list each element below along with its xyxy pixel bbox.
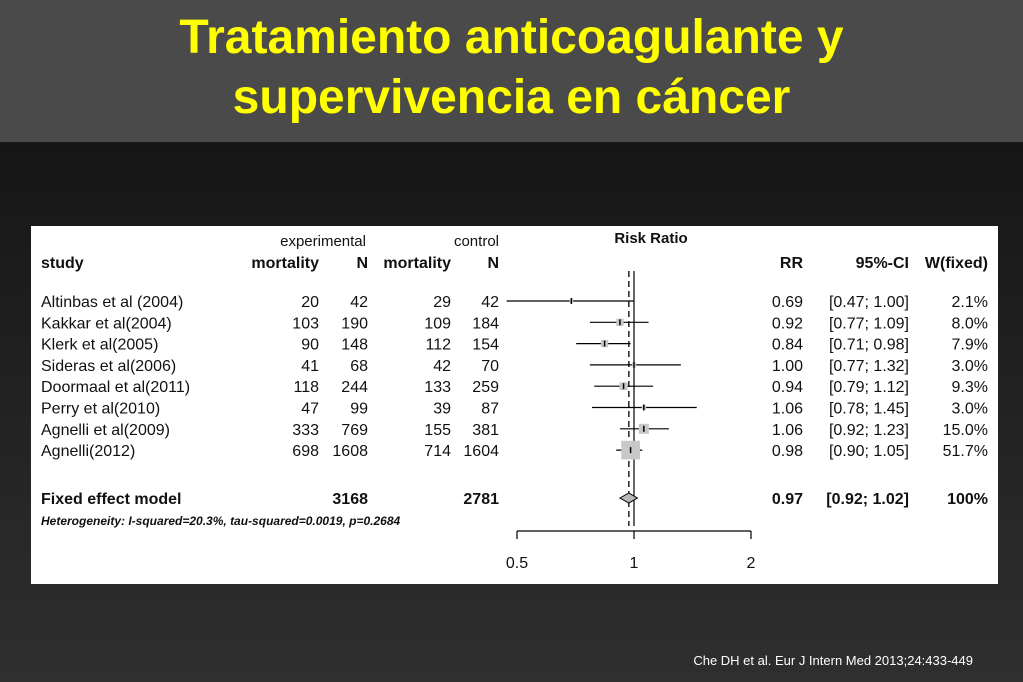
- exp-n-cell: 244: [341, 379, 368, 396]
- ci-cell: [0.47; 1.00]: [829, 294, 909, 311]
- x-axis-tick-label: 1: [630, 555, 639, 572]
- pooled-diamond: [618, 492, 639, 504]
- x-axis-tick-label: 2: [747, 555, 756, 572]
- exp-mortality-cell: 698: [292, 443, 319, 460]
- slide-title-line-1: Tratamiento anticoagulante y: [179, 11, 844, 64]
- ctrl-n-cell: 87: [481, 401, 499, 418]
- weight-cell: 8.0%: [952, 315, 988, 332]
- ci-cell: [0.77; 1.09]: [829, 315, 909, 332]
- ci-cell: [0.78; 1.45]: [829, 401, 909, 418]
- ctrl-mortality-cell: 133: [424, 379, 451, 396]
- citation: Che DH et al. Eur J Intern Med 2013;24:4…: [693, 653, 973, 668]
- rr-cell: 1.00: [772, 358, 803, 375]
- rr-cell: 0.69: [772, 294, 803, 311]
- heterogeneity-text: Heterogeneity: I-squared=20.3%, tau-squa…: [41, 514, 400, 528]
- ctrl-n-cell: 154: [472, 337, 499, 354]
- header-exp-n: N: [356, 255, 368, 272]
- weight-cell: 3.0%: [952, 358, 988, 375]
- ctrl-mortality-cell: 112: [425, 337, 451, 354]
- ctrl-n-cell: 381: [472, 422, 499, 439]
- ci-cell: [0.90; 1.05]: [829, 443, 909, 460]
- pooled-rr: 0.97: [772, 491, 803, 508]
- header-experimental: experimental: [280, 233, 366, 250]
- study-label: Agnelli(2012): [41, 443, 135, 460]
- exp-n-cell: 1608: [332, 443, 368, 460]
- study-label: Agnelli et al(2009): [41, 422, 170, 439]
- pooled-ci: [0.92; 1.02]: [826, 491, 909, 508]
- study-label: Klerk et al(2005): [41, 337, 158, 354]
- exp-mortality-cell: 90: [301, 337, 319, 354]
- ctrl-mortality-cell: 42: [433, 358, 451, 375]
- header-study: study: [41, 255, 84, 272]
- study-label: Perry et al(2010): [41, 401, 160, 418]
- study-label: Kakkar et al(2004): [41, 315, 172, 332]
- slide-title: Tratamiento anticoagulante y supervivenc…: [0, 8, 1023, 128]
- header-ctrl-n: N: [487, 255, 499, 272]
- exp-n-cell: 99: [350, 401, 368, 418]
- study-label: Altinbas et al (2004): [41, 294, 183, 311]
- study-label: Sideras et al(2006): [41, 358, 176, 375]
- weight-cell: 7.9%: [952, 337, 988, 354]
- pooled-exp-n: 3168: [332, 491, 368, 508]
- ctrl-n-cell: 259: [472, 379, 499, 396]
- ctrl-mortality-cell: 714: [424, 443, 451, 460]
- exp-mortality-cell: 333: [292, 422, 319, 439]
- ctrl-n-cell: 42: [481, 294, 499, 311]
- forest-plot-panel: experimental control Risk Ratio study mo…: [31, 226, 998, 584]
- ctrl-mortality-cell: 39: [433, 401, 451, 418]
- rr-cell: 1.06: [772, 422, 803, 439]
- weight-cell: 2.1%: [952, 294, 988, 311]
- ctrl-n-cell: 70: [481, 358, 499, 375]
- exp-n-cell: 148: [341, 337, 368, 354]
- exp-mortality-cell: 41: [301, 358, 319, 375]
- exp-mortality-cell: 47: [301, 401, 319, 418]
- header-plot-title: Risk Ratio: [614, 230, 687, 247]
- header-ci: 95%-CI: [856, 255, 909, 272]
- exp-n-cell: 42: [350, 294, 368, 311]
- ctrl-n-cell: 184: [472, 315, 499, 332]
- ctrl-mortality-cell: 109: [424, 315, 451, 332]
- rr-cell: 0.94: [772, 379, 803, 396]
- ci-cell: [0.71; 0.98]: [829, 337, 909, 354]
- weight-cell: 9.3%: [952, 379, 988, 396]
- ci-cell: [0.79; 1.12]: [829, 379, 909, 396]
- header-rr: RR: [780, 255, 804, 272]
- forest-plot: experimental control Risk Ratio study mo…: [41, 230, 988, 572]
- weight-cell: 51.7%: [943, 443, 988, 460]
- pooled-label: Fixed effect model: [41, 491, 181, 508]
- header-ctrl-mortality: mortality: [383, 255, 451, 272]
- header-weight: W(fixed): [925, 255, 988, 272]
- title-band: [0, 0, 1023, 142]
- rr-cell: 0.98: [772, 443, 803, 460]
- weight-cell: 3.0%: [952, 401, 988, 418]
- slide-title-line-2: supervivencia en cáncer: [232, 71, 791, 124]
- exp-mortality-cell: 118: [293, 379, 319, 396]
- ctrl-n-cell: 1604: [463, 443, 499, 460]
- exp-n-cell: 769: [341, 422, 368, 439]
- header-control: control: [454, 233, 499, 250]
- rr-cell: 0.84: [772, 337, 803, 354]
- x-axis-tick-label: 0.5: [506, 555, 528, 572]
- rr-cell: 0.92: [772, 315, 803, 332]
- pooled-weight: 100%: [947, 491, 988, 508]
- header-exp-mortality: mortality: [251, 255, 319, 272]
- study-label: Doormaal et al(2011): [41, 379, 190, 396]
- ci-cell: [0.77; 1.32]: [829, 358, 909, 375]
- ctrl-mortality-cell: 155: [424, 422, 451, 439]
- exp-mortality-cell: 103: [292, 315, 319, 332]
- pooled-ctrl-n: 2781: [463, 491, 499, 508]
- weight-cell: 15.0%: [943, 422, 988, 439]
- exp-n-cell: 190: [341, 315, 368, 332]
- exp-n-cell: 68: [350, 358, 368, 375]
- ci-cell: [0.92; 1.23]: [829, 422, 909, 439]
- rr-cell: 1.06: [772, 401, 803, 418]
- exp-mortality-cell: 20: [301, 294, 319, 311]
- ctrl-mortality-cell: 29: [433, 294, 451, 311]
